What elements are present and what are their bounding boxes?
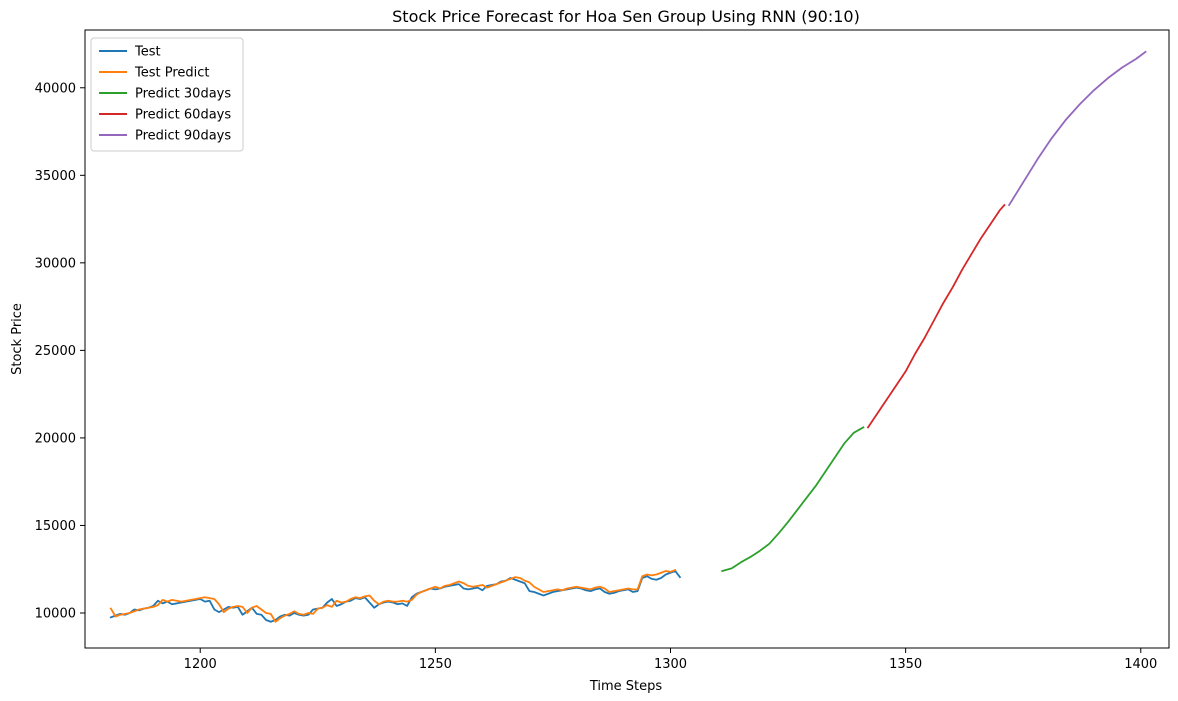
y-tick-label: 15000 <box>35 519 76 534</box>
legend-label-test-predict: Test Predict <box>134 66 210 81</box>
legend-label-predict-90days: Predict 90days <box>135 129 231 144</box>
y-tick-label: 25000 <box>35 344 76 359</box>
x-tick-label: 1300 <box>654 657 687 672</box>
legend-label-test: Test <box>134 45 161 60</box>
y-tick-label: 20000 <box>35 431 76 446</box>
series-lines <box>109 50 1147 623</box>
y-tick-label: 30000 <box>35 256 76 271</box>
series-line-predict-60days <box>866 203 1006 429</box>
y-tick-label: 10000 <box>35 606 76 621</box>
plot-area-frame <box>84 29 1170 649</box>
y-axis-ticks: 10000 15000 20000 25000 30000 35000 40000 <box>35 81 85 621</box>
legend-frame <box>90 37 244 152</box>
x-tick-label: 1200 <box>184 657 217 672</box>
legend-label-predict-30days: Predict 30days <box>135 87 231 102</box>
x-tick-label: 1350 <box>889 657 922 672</box>
y-tick-label: 35000 <box>35 169 76 184</box>
y-axis-label: Stock Price <box>10 303 25 375</box>
legend: Test Test Predict Predict 30days Predict 60… <box>90 37 244 152</box>
x-axis-ticks: 1200 1250 1300 1350 1400 <box>184 648 1157 672</box>
chart-title: Stock Price Forecast for Hoa Sen Group U… <box>392 7 860 26</box>
x-axis-label: Time Steps <box>589 679 663 694</box>
legend-label-predict-60days: Predict 60days <box>135 108 231 123</box>
x-tick-label: 1250 <box>419 657 452 672</box>
series-line-predict-90days <box>1007 50 1147 207</box>
series-line-test <box>109 570 682 623</box>
series-line-test-predict <box>109 568 677 623</box>
series-line-predict-30days <box>721 426 865 573</box>
y-tick-label: 40000 <box>35 81 76 96</box>
x-tick-label: 1400 <box>1124 657 1157 672</box>
